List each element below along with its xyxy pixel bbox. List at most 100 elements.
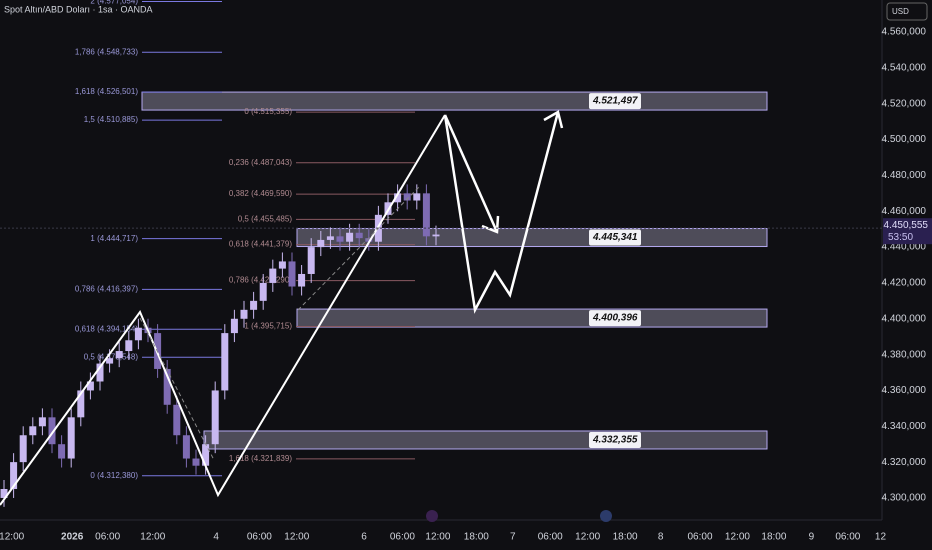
x-tick-label: 12 [875, 532, 887, 543]
event-icon[interactable] [600, 510, 612, 522]
candle-body [278, 261, 286, 269]
x-tick-label: 12:00 [0, 532, 25, 543]
candle-body [106, 358, 114, 364]
x-tick-label: 7 [510, 532, 516, 543]
candle-body [115, 351, 123, 359]
candle-body [240, 309, 248, 319]
y-tick-label: 4.320,000 [882, 457, 927, 468]
zone-label-box [589, 229, 641, 246]
candle-body [192, 458, 200, 466]
x-tick-label: 12:00 [140, 532, 165, 543]
projection-arrow [443, 111, 560, 314]
x-tick-label: 18:00 [761, 532, 786, 543]
fib-label: 0 (4.515,355) [244, 107, 292, 116]
x-tick-label: 12:00 [425, 532, 450, 543]
candle-body [211, 390, 219, 445]
zone-label-box [589, 431, 641, 448]
fib-label: 1,786 (4.548,733) [75, 47, 138, 56]
candle-body [67, 417, 75, 459]
candle-body [182, 435, 190, 459]
y-tick-label: 4.480,000 [882, 170, 927, 181]
candle-body [0, 489, 8, 498]
y-tick-label: 4.440,000 [882, 242, 927, 253]
candle-body [96, 363, 104, 382]
zone-label-box [589, 310, 641, 327]
zone [203, 430, 768, 450]
candle-body [326, 236, 334, 240]
chart-title: Spot Altın/ABD Doları · 1sa · OANDA [4, 4, 153, 14]
candle-body [19, 435, 27, 463]
fib-label: 0,618 (4.441,379) [229, 240, 292, 249]
event-icon[interactable] [426, 510, 438, 522]
candle-body [259, 282, 267, 301]
candle-body [403, 193, 411, 201]
candle-body [298, 273, 306, 287]
candle-body [173, 404, 181, 436]
candle-body [202, 444, 210, 466]
candle-body [365, 238, 373, 242]
candle-body [336, 236, 344, 242]
x-tick-label: 9 [809, 532, 815, 543]
y-tick-label: 4.500,000 [882, 134, 927, 145]
zone-label: 4.521,497 [592, 96, 638, 107]
dashed-line [297, 185, 421, 311]
x-tick-label: 12:00 [725, 532, 750, 543]
fib-label: 0,618 (4.394,154) [75, 324, 138, 333]
candle-body [422, 193, 430, 237]
candle-body [48, 417, 56, 445]
x-tick-label: 8 [658, 532, 664, 543]
x-tick-label: 18:00 [613, 532, 638, 543]
zone [296, 308, 768, 328]
current-price-box [883, 218, 932, 245]
x-tick-label: 06:00 [687, 532, 712, 543]
y-tick-label: 4.460,000 [882, 206, 927, 217]
fib-label: 1 (4.395,715) [244, 322, 292, 331]
x-tick-label: 06:00 [835, 532, 860, 543]
candle-body [269, 268, 277, 283]
fib-label: 1,618 (4.526,501) [75, 87, 138, 96]
currency[interactable]: USD [892, 7, 909, 16]
fib-label: 0 (4.312,380) [90, 471, 138, 480]
candle-body [230, 318, 238, 334]
candle-body [346, 232, 354, 242]
candle-body [307, 247, 315, 274]
y-tick-label: 4.540,000 [882, 63, 927, 74]
x-tick-label: 2026 [61, 532, 84, 543]
fib-label: 1 (4.444,717) [90, 234, 138, 243]
currency-box[interactable] [886, 2, 928, 21]
x-tick-label: 06:00 [390, 532, 415, 543]
zone [141, 91, 768, 111]
countdown: 53:50 [888, 232, 913, 243]
arrow-head [543, 110, 564, 129]
candle-body [134, 327, 142, 341]
fib-label: 0,236 (4.487,043) [229, 158, 292, 167]
fib-label: 1,618 (4.321,839) [229, 454, 292, 463]
y-tick-label: 4.420,000 [882, 278, 927, 289]
zone-label: 4.445,341 [592, 232, 638, 243]
dashed-line [139, 317, 215, 461]
candle-body [58, 444, 66, 459]
candle-body [432, 234, 440, 237]
projection-arrow [443, 114, 499, 233]
arrow-head [481, 215, 500, 234]
fib-label: 0,382 (4.469,590) [229, 189, 292, 198]
candle-body [413, 193, 421, 201]
fib-label: 2 (4.577,054) [90, 0, 138, 6]
zone-label: 4.332,355 [592, 435, 638, 446]
x-tick-label: 6 [361, 532, 367, 543]
x-tick-label: 12:00 [284, 532, 309, 543]
candle-body [163, 368, 171, 405]
candle-body [10, 462, 18, 490]
candle-body [125, 340, 133, 352]
y-tick-label: 4.360,000 [882, 385, 927, 396]
fib-label: 1,5 (4.510,885) [84, 115, 139, 124]
y-tick-label: 4.560,000 [882, 27, 927, 38]
x-tick-label: 18:00 [464, 532, 489, 543]
x-tick-label: 06:00 [95, 532, 120, 543]
zone-label: 4.400,396 [592, 313, 638, 324]
trend-drawing [0, 114, 446, 506]
y-tick-label: 4.340,000 [882, 421, 927, 432]
fib-label: 0,786 (4.416,397) [75, 285, 138, 294]
